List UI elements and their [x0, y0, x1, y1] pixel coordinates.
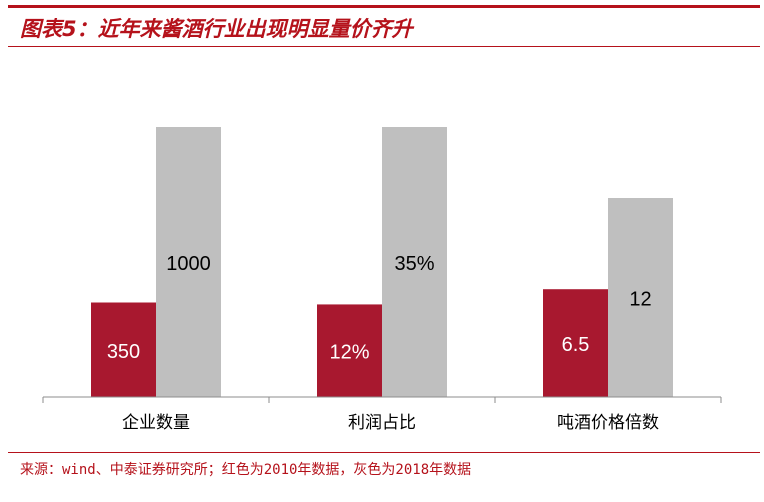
category-label: 企业数量 — [122, 413, 190, 433]
bar-2010 — [543, 289, 608, 397]
x-axis-ticks — [42, 397, 722, 403]
bar-2018 — [382, 127, 447, 397]
top-rule — [8, 5, 760, 8]
source-note: 来源：wind、中泰证券研究所；红色为2010年数据，灰色为2018年数据 — [20, 462, 472, 478]
data-label-2010: 350 — [107, 341, 140, 363]
data-label-2018: 1000 — [166, 253, 211, 275]
data-label-2010: 6.5 — [562, 334, 590, 356]
category-label: 吨酒价格倍数 — [557, 413, 659, 433]
category-labels: 企业数量 利润占比 吨酒价格倍数 — [122, 413, 659, 433]
chart-title: 图表5：近年来酱酒行业出现明显量价齐升 — [20, 17, 413, 41]
bars-group — [91, 127, 673, 397]
data-label-2018: 12 — [629, 289, 651, 311]
bar-2018 — [608, 198, 673, 397]
data-labels: 350 1000 12% 35% 6.5 12 — [107, 253, 652, 364]
bar-2018 — [156, 127, 221, 397]
data-label-2018: 35% — [394, 253, 434, 275]
bar-2010 — [317, 304, 382, 397]
title-rule — [8, 46, 760, 47]
bottom-rule — [8, 452, 760, 453]
bar-2010 — [91, 302, 156, 397]
data-label-2010: 12% — [329, 342, 369, 364]
category-label: 利润占比 — [348, 413, 416, 433]
